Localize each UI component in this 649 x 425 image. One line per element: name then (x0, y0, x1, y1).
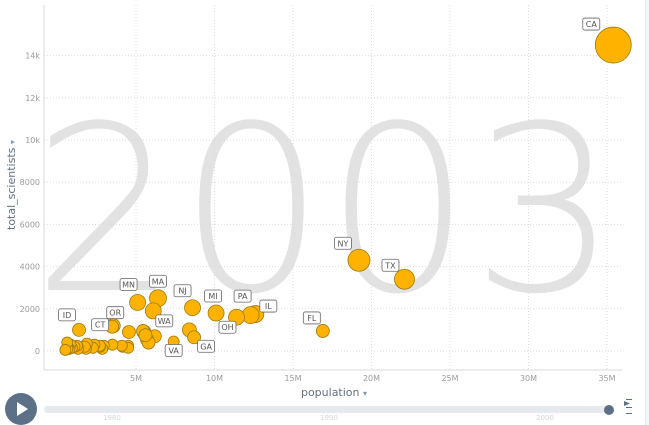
gridlines (44, 5, 622, 370)
svg-text:CT: CT (95, 321, 106, 330)
svg-text:NJ: NJ (178, 287, 186, 296)
bubble-label-ca: CA (582, 17, 601, 31)
x-axis-title[interactable]: population ▾ (301, 386, 367, 399)
speed-icon[interactable] (623, 399, 633, 417)
y-tick-label: 0 (35, 347, 40, 356)
svg-text:MI: MI (208, 292, 217, 301)
bubble-label-oh: OH (218, 320, 237, 334)
svg-text:PA: PA (238, 292, 248, 301)
timeline-year-label: 1990 (320, 414, 338, 422)
x-tick-label: 30M (520, 374, 537, 383)
bubble-label-fl: FL (302, 311, 321, 325)
timeline-year-label: 2000 (536, 414, 554, 422)
bubble-tx[interactable] (394, 268, 415, 290)
timeline-slider-handle[interactable] (604, 405, 614, 415)
y-axis-title[interactable]: total_scientists ▾ (5, 140, 18, 230)
tick-labels: 0 2000 4000 6000 8000 10k 12k 14k 5M 10M 15M 20M 25M… (20, 52, 616, 383)
y-tick-label: 8000 (20, 178, 40, 187)
bubble-fl[interactable] (315, 324, 330, 338)
y-tick-label: 2000 (20, 305, 40, 314)
bubble-label-id: ID (58, 308, 76, 322)
svg-text:TX: TX (384, 261, 396, 270)
bubble-mn[interactable] (129, 294, 146, 311)
y-tick-label: 6000 (20, 220, 40, 229)
axes (43, 5, 622, 371)
timeline-slider-track[interactable] (44, 406, 614, 413)
svg-text:VA: VA (168, 347, 179, 356)
y-axis-title-text[interactable]: total_scientists ▾ (5, 140, 18, 230)
svg-text:CA: CA (586, 20, 598, 29)
bubble-label-ma: MA (149, 274, 167, 288)
bubble-label-pa: PA (233, 289, 252, 303)
svg-text:MA: MA (152, 277, 165, 286)
bubble-wy[interactable] (59, 344, 72, 356)
svg-text:OR: OR (109, 309, 121, 318)
bubble-label-mi: MI (204, 289, 222, 303)
bubble-co[interactable] (122, 325, 136, 339)
y-axis-dropdown-icon: ▾ (8, 140, 17, 144)
bubble-label-wa: WA (155, 314, 174, 328)
bubble-label-ga: GA (197, 339, 215, 353)
x-tick-label: 35M (598, 374, 615, 383)
bubble-ny[interactable] (347, 248, 371, 272)
x-tick-label: 25M (441, 374, 458, 383)
bubble-pa[interactable] (241, 306, 260, 325)
x-tick-label: 5M (130, 374, 142, 383)
bubble-az[interactable] (138, 328, 153, 343)
svg-text:OH: OH (221, 323, 233, 332)
y-tick-label: 4000 (20, 263, 40, 272)
background-year: 2003 (32, 78, 617, 345)
y-tick-label: 12k (25, 94, 40, 103)
bubble-label-ny: NY (334, 236, 352, 250)
svg-text:GA: GA (200, 342, 212, 351)
x-axis-title-text[interactable]: population ▾ (301, 386, 367, 399)
svg-text:FL: FL (307, 314, 317, 323)
year-watermark: 2003 (32, 78, 617, 345)
bubble-label-tx: TX (381, 258, 400, 272)
bubble-ga[interactable] (187, 330, 201, 345)
bubble-nj[interactable] (184, 299, 201, 317)
svg-text:WA: WA (158, 317, 171, 326)
bubble-mi[interactable] (207, 304, 225, 322)
y-tick-label: 14k (25, 52, 40, 61)
side-panel-edge (645, 0, 649, 425)
bubble-label-mn: MN (119, 278, 138, 291)
svg-text:NY: NY (338, 239, 349, 248)
play-button[interactable] (5, 393, 37, 425)
bubble-label-il: IL (259, 299, 278, 313)
x-tick-label: 15M (284, 374, 301, 383)
bubble-ca[interactable] (594, 26, 632, 64)
svg-text:IL: IL (265, 302, 272, 311)
bubble-label-or: OR (106, 306, 125, 320)
bubble-id[interactable] (72, 322, 86, 337)
svg-text:ID: ID (63, 311, 72, 320)
bubble-label-nj: NJ (173, 284, 192, 298)
svg-text:MN: MN (122, 280, 135, 289)
y-tick-label: 10k (25, 136, 40, 145)
bubble-label-ct: CT (91, 318, 110, 332)
x-tick-label: 10M (206, 374, 223, 383)
timeline-year-label: 1980 (103, 414, 121, 422)
bubble-label-va: VA (164, 344, 183, 357)
x-axis-dropdown-icon: ▾ (363, 389, 367, 398)
x-tick-label: 20M (363, 374, 380, 383)
